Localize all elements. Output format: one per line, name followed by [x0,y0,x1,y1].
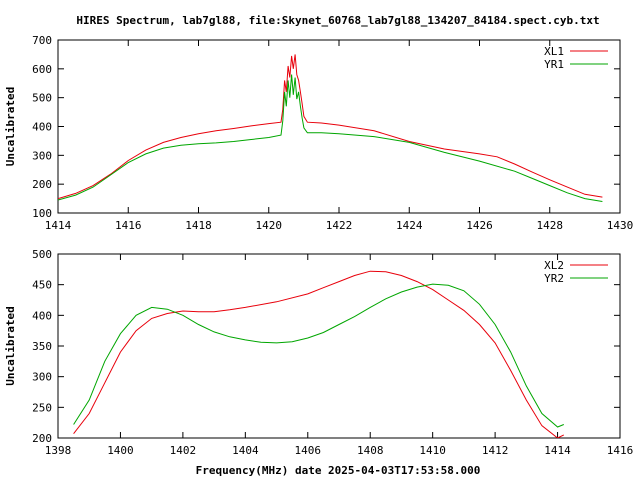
y-tick-label: 250 [32,401,52,414]
x-tick-label: 1426 [466,219,493,232]
legend-label-xl2: XL2 [544,259,564,272]
series-line-yr2 [73,283,564,428]
y-tick-label: 300 [32,371,52,384]
x-tick-label: 1408 [357,444,384,457]
y-tick-label: 500 [32,92,52,105]
y-tick-label: 400 [32,121,52,134]
x-tick-label: 1412 [482,444,509,457]
x-tick-label: 1400 [107,444,134,457]
x-tick-label: 1414 [45,219,72,232]
x-tick-label: 1404 [232,444,259,457]
plot-panel-2: 1398 1400 1402 1404 1406 1408 1410 1412 1414 1416… [4,248,633,457]
x-tick-label: 1424 [396,219,423,232]
x-tick-label: 1418 [185,219,212,232]
series-line-xl1 [58,54,603,200]
y-tick-label: 450 [32,279,52,292]
x-tick-label: 1430 [607,219,634,232]
y-tick-label: 400 [32,309,52,322]
figure-title: HIRES Spectrum, lab7gl88, file:Skynet_60… [76,14,599,27]
y-tick-label: 100 [32,207,52,220]
legend-label-yr1: YR1 [544,58,564,71]
y-tick-label: 350 [32,340,52,353]
x-tick-label: 1406 [295,444,322,457]
x-tick-label: 1420 [256,219,283,232]
x-tick-label: 1428 [537,219,564,232]
y-tick-label: 700 [32,34,52,47]
series-line-xl2 [73,270,565,438]
x-tick-label: 1414 [544,444,571,457]
y-tick-label: 300 [32,149,52,162]
legend-label-xl1: XL1 [544,45,564,58]
legend-label-yr2: YR2 [544,272,564,285]
y-tick-label: 500 [32,248,52,261]
plot-panels: 1414 1416 1418 1420 1422 1424 1426 1428 1430 100 2… [4,34,633,457]
plot-panel-1: 1414 1416 1418 1420 1422 1424 1426 1428 1430 100 2… [4,34,633,232]
y-tick-label: 200 [32,432,52,445]
y-axis-label: Uncalibrated [4,306,17,385]
x-tick-label: 1410 [419,444,446,457]
series-line-yr1 [58,74,603,202]
x-tick-label: 1416 [115,219,142,232]
x-axis-label: Frequency(MHz) date 2025-04-03T17:53:58.… [196,464,481,477]
x-tick-label: 1398 [45,444,72,457]
x-tick-label: 1416 [607,444,634,457]
y-axis-label: Uncalibrated [4,87,17,166]
y-tick-label: 200 [32,178,52,191]
y-tick-label: 600 [32,63,52,76]
x-tick-label: 1402 [170,444,197,457]
x-tick-label: 1422 [326,219,353,232]
